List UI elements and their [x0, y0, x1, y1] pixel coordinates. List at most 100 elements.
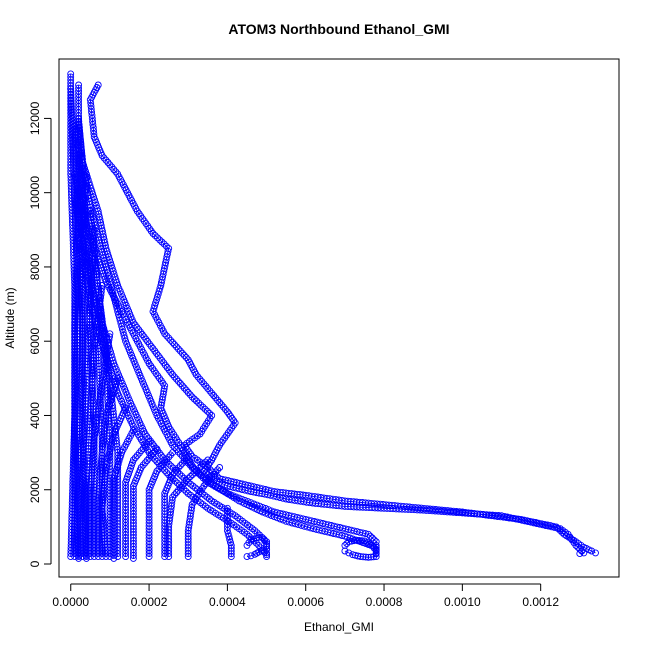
data-point [110, 554, 118, 562]
data-point [186, 461, 194, 469]
x-tick-label: 0.0008 [366, 595, 403, 609]
data-point [194, 373, 202, 381]
x-tick-label: 0.0002 [131, 595, 168, 609]
data-point [202, 480, 210, 488]
series-30 [90, 256, 122, 561]
data-point [149, 450, 157, 457]
data-point [588, 547, 596, 555]
chart-title: ATOM3 Northbound Ethanol_GMI [228, 21, 449, 37]
data-point [114, 550, 122, 558]
data-point [189, 471, 197, 478]
data-point [208, 389, 216, 397]
series-12 [161, 452, 192, 561]
data-point [558, 528, 566, 536]
data-point [270, 513, 278, 521]
data-point [182, 487, 190, 495]
data-point [195, 464, 203, 472]
data-point [176, 380, 184, 387]
data-point [112, 168, 120, 176]
data-point [204, 385, 212, 393]
data-point [100, 154, 108, 162]
series-9 [223, 504, 235, 561]
data-point [192, 371, 200, 379]
data-point [182, 386, 190, 394]
data-point [210, 470, 218, 478]
data-point [129, 554, 137, 562]
data-point [141, 442, 149, 450]
data-point [161, 553, 169, 561]
series-15 [122, 438, 153, 561]
data-point [576, 550, 584, 558]
data-point [193, 466, 201, 474]
data-point [178, 482, 186, 490]
data-point [139, 461, 147, 469]
data-point [176, 450, 184, 458]
data-point [213, 472, 221, 480]
data-point [143, 440, 151, 448]
plot-frame [58, 58, 620, 578]
data-point [359, 553, 367, 561]
data-point [250, 500, 258, 508]
data-point [161, 550, 169, 557]
data-point [267, 512, 275, 519]
data-point [169, 371, 177, 379]
data-point [165, 334, 173, 342]
data-point [145, 550, 153, 557]
data-point [106, 553, 114, 561]
data-point [206, 409, 214, 417]
data-point [354, 552, 362, 560]
data-point [104, 159, 112, 166]
data-point [345, 538, 353, 546]
data-point [184, 553, 192, 561]
data-point [163, 469, 171, 477]
data-point [592, 549, 599, 557]
data-point [82, 551, 90, 559]
data-point [358, 537, 366, 545]
data-point [259, 534, 267, 542]
data-point [151, 232, 159, 240]
series-8 [243, 533, 271, 561]
data-point [362, 553, 370, 561]
data-point [173, 489, 180, 496]
data-point [138, 331, 146, 338]
data-point [243, 530, 251, 538]
data-point [173, 343, 180, 351]
data-point [345, 549, 353, 557]
data-point [178, 472, 186, 480]
data-point [199, 403, 207, 411]
data-point [349, 551, 357, 559]
data-point [171, 373, 178, 381]
data-point [154, 234, 161, 242]
x-tick-label: 0.0000 [52, 595, 89, 609]
data-point [273, 514, 281, 522]
data-point [176, 462, 184, 470]
data-point [184, 389, 192, 396]
data-point [174, 377, 182, 385]
y-axis: 0 2000 4000 6000 8000 10000 12000 [28, 101, 52, 567]
data-point [67, 553, 75, 561]
data-point [291, 520, 299, 528]
data-point [186, 391, 194, 399]
data-point [209, 480, 217, 488]
data-point [75, 551, 82, 559]
data-point [227, 550, 235, 558]
data-point [187, 450, 195, 458]
data-point [161, 458, 169, 466]
data-point [190, 395, 198, 403]
data-point [178, 382, 186, 390]
data-point [198, 378, 206, 386]
data-point [155, 465, 163, 473]
data-point [200, 460, 207, 468]
data-point [351, 551, 359, 559]
data-point [276, 515, 284, 523]
data-point [79, 226, 86, 234]
data-point [167, 336, 175, 344]
data-point [182, 477, 190, 485]
y-tick-label: 8000 [28, 253, 42, 280]
data-point [106, 550, 114, 558]
x-tick-label: 0.0006 [287, 595, 324, 609]
data-point [149, 230, 157, 237]
data-point [343, 540, 351, 548]
data-point [350, 537, 358, 545]
